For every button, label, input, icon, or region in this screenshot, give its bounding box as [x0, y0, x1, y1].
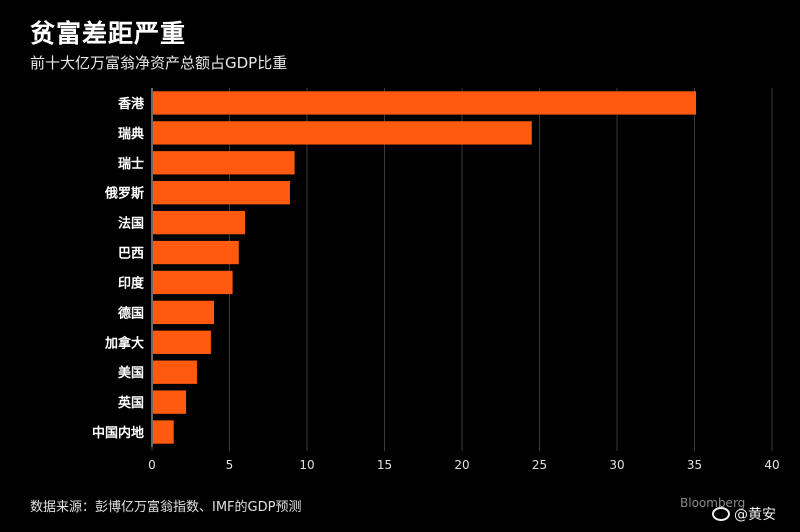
bar-5	[153, 240, 239, 265]
bar-9	[153, 360, 197, 384]
weibo-credit: @黄安	[712, 504, 776, 524]
x-tick-label-6: 30	[609, 458, 624, 472]
category-label-7: 德国	[118, 305, 144, 321]
category-label-2: 瑞士	[118, 156, 144, 172]
category-label-9: 美国	[118, 365, 144, 381]
x-tick-label-3: 15	[377, 458, 392, 472]
bar-3	[153, 181, 290, 205]
x-tick-label-0: 0	[148, 458, 156, 472]
bar-0	[153, 91, 697, 115]
category-label-5: 巴西	[118, 247, 144, 262]
source-note: 数据来源：彭博亿万富翁指数、IMF的GDP预测	[30, 500, 302, 515]
x-tick-label-8: 40	[764, 458, 779, 472]
x-tick-label-5: 25	[532, 458, 547, 472]
x-tick-label-7: 35	[687, 458, 702, 472]
chart-title: 贫富差距严重	[30, 19, 187, 48]
bar-7	[153, 300, 214, 325]
category-label-4: 法国	[118, 216, 144, 232]
bar-4	[153, 210, 245, 235]
category-label-3: 俄罗斯	[104, 186, 144, 202]
bar-2	[153, 151, 295, 175]
x-tick-label-1: 5	[226, 458, 234, 472]
bar-11	[153, 420, 174, 444]
chart-subtitle: 前十大亿万富翁净资产总额占GDP比重	[30, 54, 288, 72]
category-label-8: 加拿大	[104, 335, 144, 351]
bar-6	[153, 270, 233, 295]
weibo-handle: @黄安	[734, 507, 776, 523]
bar-8	[153, 330, 211, 354]
category-label-11: 中国内地	[92, 425, 144, 441]
x-tick-label-2: 10	[299, 458, 314, 472]
category-label-10: 英国	[117, 395, 144, 411]
weibo-icon	[712, 507, 730, 521]
category-label-1: 瑞典	[118, 126, 144, 142]
bloomberg-watermark: Bloomberg	[680, 496, 746, 510]
bar-10	[153, 390, 187, 414]
category-label-0: 香港	[117, 96, 145, 112]
category-label-6: 印度	[118, 275, 145, 291]
x-tick-label-4: 20	[454, 458, 469, 472]
bar-1	[153, 121, 532, 145]
